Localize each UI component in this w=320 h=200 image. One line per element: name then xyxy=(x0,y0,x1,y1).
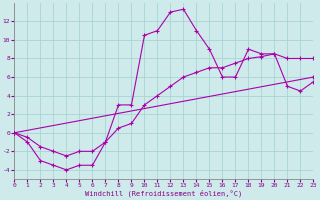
X-axis label: Windchill (Refroidissement éolien,°C): Windchill (Refroidissement éolien,°C) xyxy=(85,190,243,197)
